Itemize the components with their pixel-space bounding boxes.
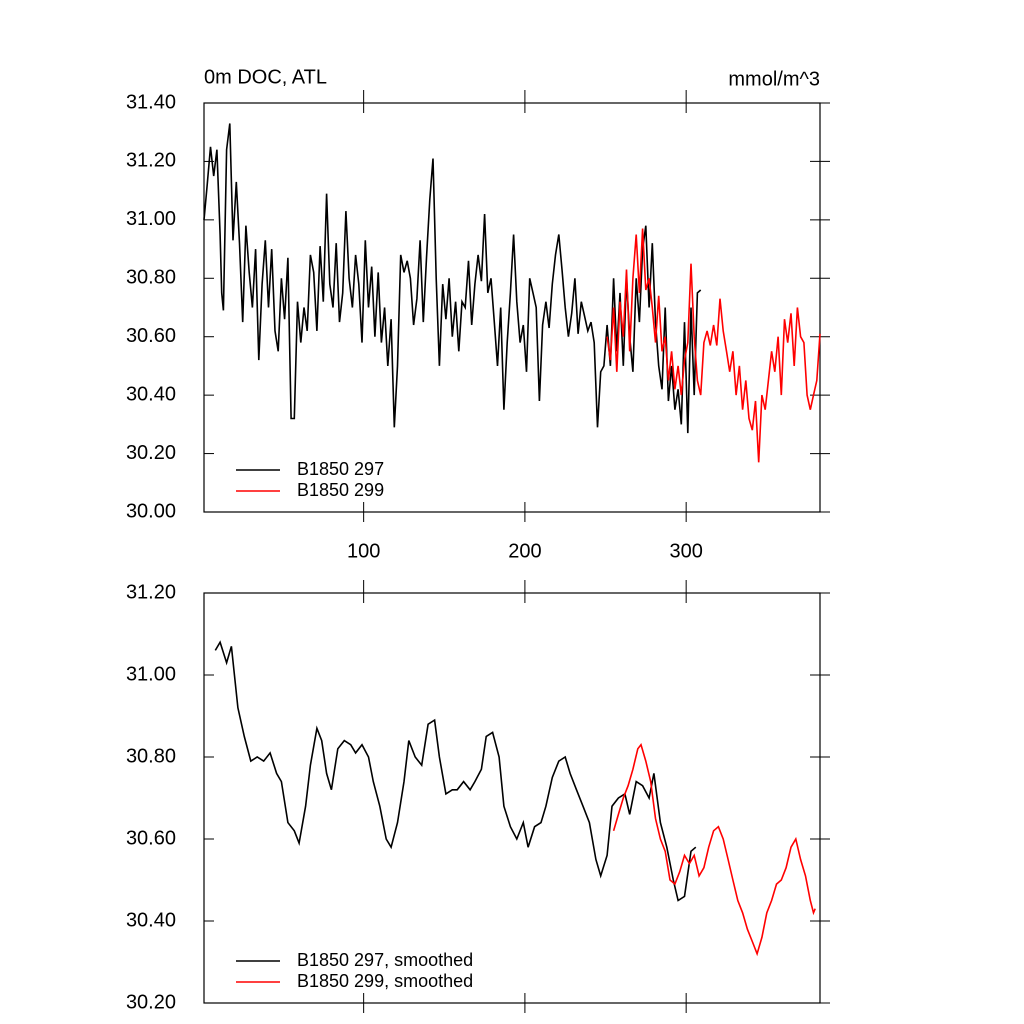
- units-label: mmol/m^3: [728, 68, 820, 90]
- data-line: [606, 228, 821, 463]
- y-tick-label: 30.00: [126, 500, 176, 522]
- legend-label: B1850 299: [297, 480, 384, 500]
- plot-frame: [203, 102, 821, 513]
- data-line: [612, 742, 816, 957]
- legend-label: B1850 299, smoothed: [297, 971, 473, 991]
- y-tick-label: 30.80: [126, 745, 176, 767]
- data-line: [214, 640, 697, 902]
- y-tick-label: 30.60: [126, 827, 176, 849]
- y-tick-label: 31.40: [126, 91, 176, 113]
- x-tick-label: 200: [508, 540, 541, 562]
- plot-frame: [203, 592, 821, 1004]
- legend-label: B1850 297: [297, 459, 384, 479]
- data-line: [203, 123, 702, 434]
- y-tick-label: 30.80: [126, 267, 176, 289]
- y-tick-label: 30.20: [126, 991, 176, 1013]
- y-tick-label: 30.40: [126, 909, 176, 931]
- chart-title: 0m DOC, ATL: [204, 66, 327, 88]
- x-tick-label: 100: [347, 540, 380, 562]
- y-tick-label: 30.20: [126, 442, 176, 464]
- y-tick-label: 30.40: [126, 383, 176, 405]
- y-tick-label: 30.60: [126, 325, 176, 347]
- y-tick-label: 31.00: [126, 663, 176, 685]
- x-tick-label: 300: [669, 540, 702, 562]
- y-tick-label: 31.20: [126, 581, 176, 603]
- legend-label: B1850 297, smoothed: [297, 950, 473, 970]
- y-tick-label: 31.20: [126, 150, 176, 172]
- y-tick-label: 31.00: [126, 208, 176, 230]
